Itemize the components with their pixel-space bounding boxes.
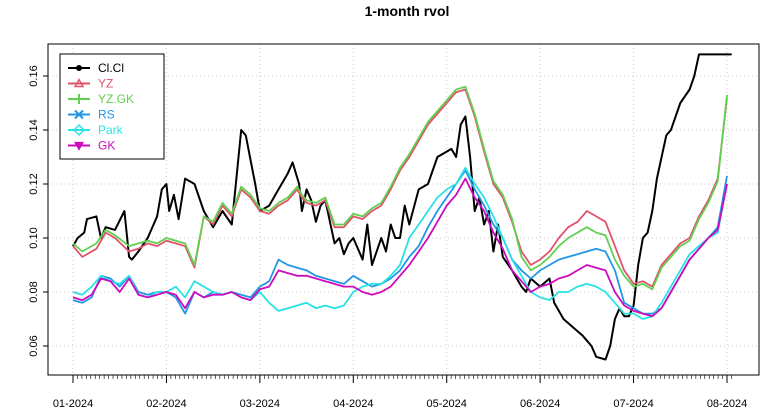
x-tick-label: 05-2024	[427, 398, 467, 410]
y-tick-label: 0.06	[28, 335, 40, 356]
legend-marker-triangle	[73, 78, 85, 88]
legend-label: Park	[98, 123, 124, 137]
grid	[48, 44, 759, 375]
legend-marker-cross	[74, 109, 84, 120]
legend-label: YZ	[98, 77, 113, 91]
y-tick-label: 0.12	[28, 173, 40, 194]
series-line-cl-cl	[72, 53, 732, 361]
x-tick-label: 06-2024	[520, 398, 560, 410]
series-line-yz-gk	[72, 85, 728, 291]
legend-marker-plus	[74, 94, 84, 104]
legend-label: GK	[98, 139, 115, 153]
series-line-gk	[72, 177, 728, 318]
plot-frame	[47, 43, 760, 376]
y-tick-label: 0.16	[28, 65, 40, 86]
chart-title: 1-month rvol	[365, 3, 450, 19]
series-line-rs	[72, 169, 728, 315]
x-tick-label: 02-2024	[146, 398, 186, 410]
y-tick-label: 0.10	[28, 227, 40, 248]
x-tick-label: 01-2024	[53, 398, 93, 410]
series-line-park	[72, 166, 728, 320]
legend-label: YZ.GK	[98, 92, 134, 106]
x-tick-label: 04-2024	[333, 398, 373, 410]
legend-marker-diamond	[73, 124, 85, 136]
axes: 0.06 0.08 0.10 0.12 0.14 0.16 01-2024 02-2024 03…	[28, 65, 747, 410]
legend-marker-circle	[76, 65, 82, 71]
x-tick-label: 03-2024	[240, 398, 280, 410]
series-line-yz	[72, 88, 728, 288]
legend-box	[59, 53, 165, 160]
y-tick-label: 0.14	[28, 119, 40, 140]
legend-label: Cl.Cl	[98, 61, 124, 75]
x-tick-label: 08-2024	[707, 398, 747, 410]
y-tick-label: 0.08	[28, 281, 40, 302]
legend-marker-triangle-down	[73, 141, 85, 151]
x-tick-label: 07-2024	[613, 398, 653, 410]
series-lines	[72, 53, 732, 361]
legend-label: RS	[98, 108, 115, 122]
